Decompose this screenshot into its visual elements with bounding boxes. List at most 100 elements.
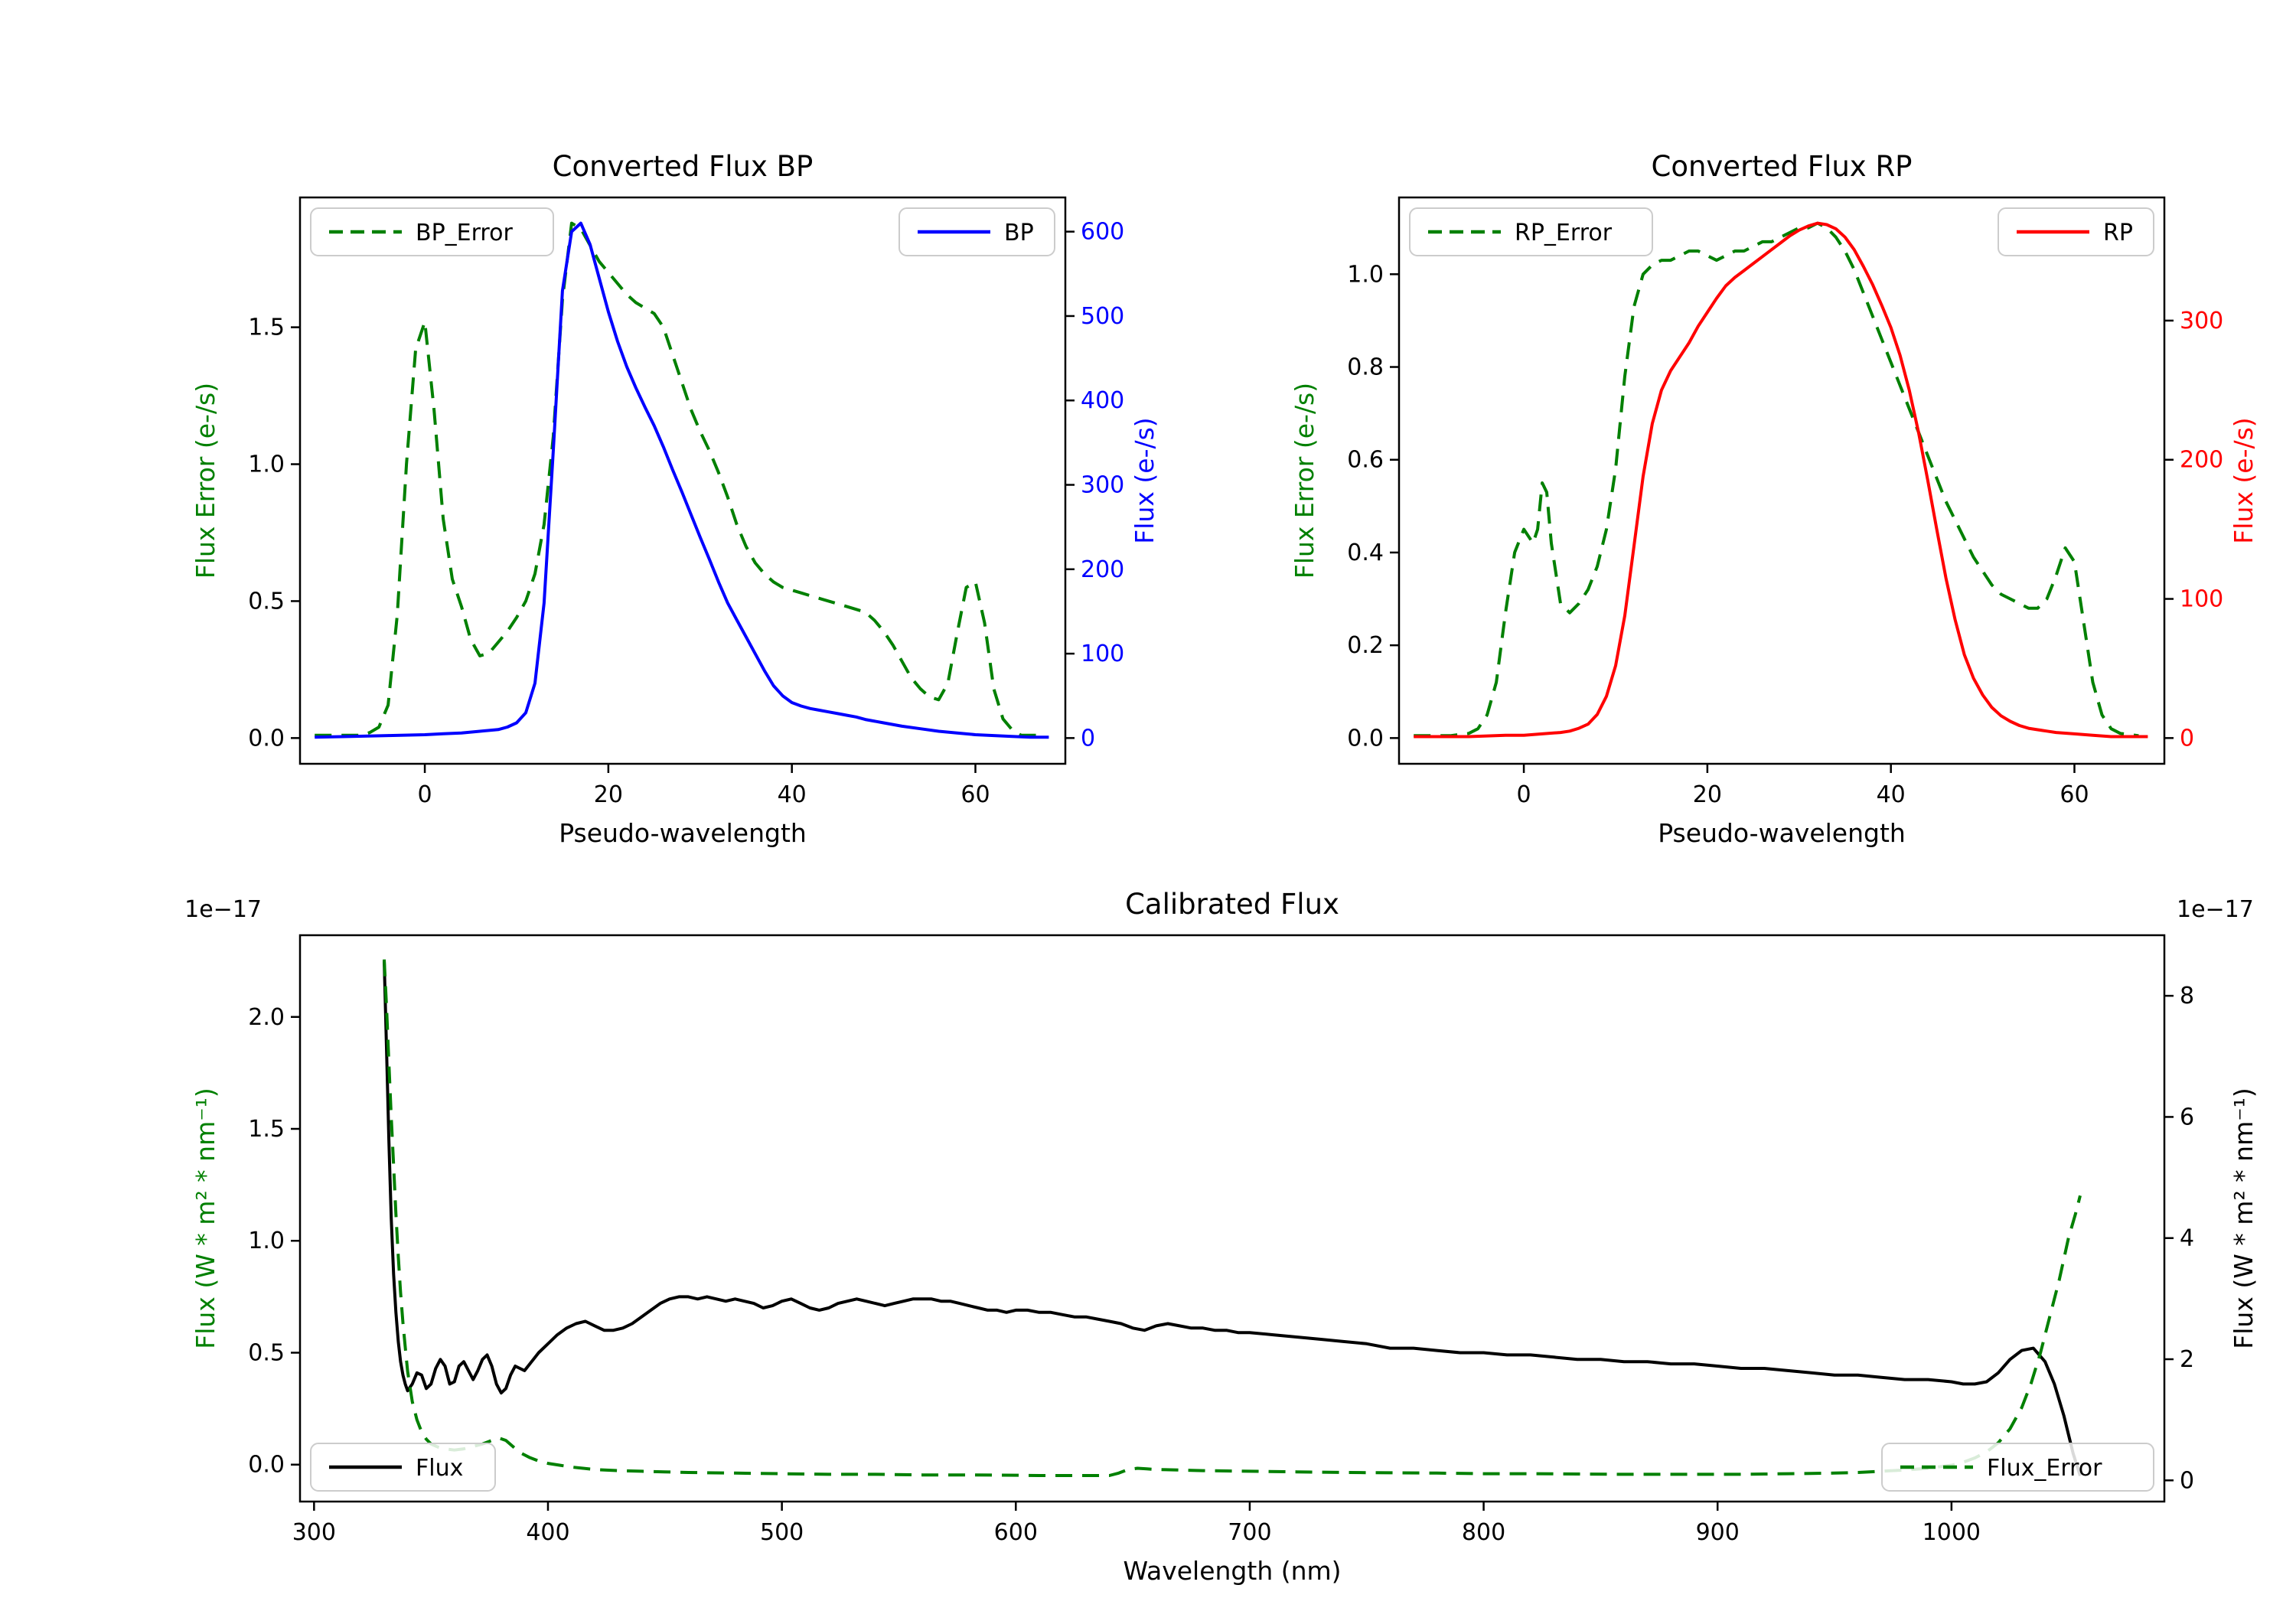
legend-label: RP	[2103, 220, 2133, 246]
y-tick-label: 0.8	[1347, 354, 1384, 381]
rp-series-RP	[1414, 221, 2148, 739]
y-tick-label: 4	[2180, 1225, 2194, 1252]
bp-y-axis-left: 0.0 0.5 1.0 1.5	[248, 315, 300, 752]
x-tick-label: 700	[1228, 1519, 1271, 1546]
x-tick-label: 40	[778, 781, 807, 808]
cal-title: Calibrated Flux	[1125, 888, 1339, 921]
bp-title: Converted Flux BP	[553, 150, 814, 183]
x-tick-label: 60	[2060, 781, 2089, 808]
y-tick-label: 100	[2180, 586, 2223, 613]
legend-label: Flux_Error	[1987, 1455, 2102, 1482]
cal-y-axis-left: 0.0 0.5 1.0 1.5 2.0	[248, 1004, 300, 1479]
bp-legend-BP_Error: BP_Error	[310, 207, 554, 256]
y-tick-label: 0.0	[1347, 725, 1384, 752]
subplot-bp: 0 20 40 60 0.0 0.5 1.0 1.5 0 100 200 300 400 500 600 Co…	[191, 150, 1159, 848]
y-tick-label: 2	[2180, 1346, 2194, 1373]
legend-label: BP_Error	[416, 220, 513, 246]
cal-ylabel-left: Flux (W * m² * nm⁻¹)	[191, 1088, 220, 1349]
y-tick-label: 100	[1081, 641, 1124, 667]
x-tick-label: 500	[760, 1519, 804, 1546]
bp-series-BP	[315, 221, 1049, 739]
rp-ylabel-right: Flux (e-/s)	[2229, 417, 2258, 543]
rp-legend-RP: RP	[1998, 207, 2154, 256]
y-tick-label: 0.6	[1347, 447, 1384, 474]
legend-box	[310, 207, 554, 256]
y-tick-label: 300	[2180, 308, 2223, 334]
y-tick-label: 0.5	[248, 588, 285, 615]
rp-title: Converted Flux RP	[1651, 150, 1912, 183]
bp-ylabel-left: Flux Error (e-/s)	[191, 383, 220, 579]
subplot-rp: 0 20 40 60 0.0 0.2 0.4 0.6 0.8 1.0 0 100 200 300 Conve…	[1290, 150, 2258, 848]
y-tick-label: 1.0	[248, 1228, 285, 1254]
x-tick-label: 40	[1877, 781, 1906, 808]
y-tick-label: 1.0	[1347, 261, 1384, 288]
rp-series-RP_Error	[1414, 221, 2139, 738]
rp-x-axis: 0 20 40 60	[1517, 764, 2089, 808]
bp-xlabel: Pseudo-wavelength	[559, 818, 807, 848]
legend-label: BP	[1004, 220, 1034, 246]
y-tick-label: 500	[1081, 303, 1124, 330]
y-tick-label: 0	[2180, 1467, 2194, 1494]
y-tick-label: 0	[1081, 725, 1095, 752]
rp-spines	[1397, 196, 2166, 765]
y-tick-label: 0.5	[248, 1339, 285, 1366]
cal-offset-right: 1e−17	[2177, 896, 2254, 923]
legend-box	[1409, 207, 1653, 256]
y-tick-label: 600	[1081, 219, 1124, 246]
x-tick-label: 0	[1517, 781, 1531, 808]
subplot-cal: 300 400 500 600 700 800 900 1000 0.0 0.5 1.0 1.5 2.0…	[184, 888, 2258, 1586]
bp-legend-BP: BP	[899, 207, 1055, 256]
y-tick-label: 8	[2180, 983, 2194, 1009]
x-tick-label: 800	[1462, 1519, 1505, 1546]
x-tick-label: 0	[418, 781, 432, 808]
y-tick-label: 400	[1081, 387, 1124, 414]
x-tick-label: 900	[1696, 1519, 1740, 1546]
legend-label: Flux	[416, 1455, 463, 1482]
rp-xlabel: Pseudo-wavelength	[1658, 818, 1906, 848]
legend-label: RP_Error	[1515, 220, 1613, 246]
y-tick-label: 200	[2180, 447, 2223, 474]
cal-legend-Flux: Flux	[310, 1443, 496, 1492]
legend-box	[310, 1443, 496, 1492]
y-tick-label: 1.0	[248, 452, 285, 478]
bp-y-axis-right: 0 100 200 300 400 500 600	[1065, 219, 1124, 752]
y-tick-label: 1.5	[248, 1116, 285, 1143]
y-tick-label: 300	[1081, 472, 1124, 499]
y-tick-label: 200	[1081, 556, 1124, 583]
cal-legend-Flux_Error: Flux_Error	[1881, 1443, 2154, 1492]
cal-offset-left: 1e−17	[184, 896, 262, 923]
cal-x-axis: 300 400 500 600 700 800 900 1000	[292, 1502, 1981, 1546]
y-tick-label: 0.2	[1347, 632, 1384, 659]
y-tick-label: 6	[2180, 1104, 2194, 1130]
cal-series-Flux	[383, 960, 2082, 1476]
x-tick-label: 400	[526, 1519, 569, 1546]
bp-spines	[298, 196, 1067, 765]
cal-series-Flux_Error	[383, 959, 2082, 1477]
x-tick-label: 60	[960, 781, 990, 808]
y-tick-label: 2.0	[248, 1004, 285, 1031]
cal-ylabel-right: Flux (W * m² * nm⁻¹)	[2229, 1088, 2258, 1349]
cal-xlabel: Wavelength (nm)	[1123, 1556, 1341, 1586]
y-tick-label: 0	[2180, 725, 2194, 752]
x-tick-label: 300	[292, 1519, 336, 1546]
rp-ylabel-left: Flux Error (e-/s)	[1290, 383, 1319, 579]
rp-y-axis-left: 0.0 0.2 0.4 0.6 0.8 1.0	[1347, 261, 1399, 752]
y-tick-label: 0.0	[248, 725, 285, 752]
rp-legend-RP_Error: RP_Error	[1409, 207, 1653, 256]
x-tick-label: 20	[594, 781, 623, 808]
x-tick-label: 20	[1693, 781, 1722, 808]
cal-y-axis-right: 0 2 4 6 8	[2164, 983, 2194, 1494]
cal-spines	[298, 934, 2166, 1503]
rp-y-axis-right: 0 100 200 300	[2164, 308, 2223, 752]
bp-x-axis: 0 20 40 60	[418, 764, 990, 808]
x-tick-label: 600	[994, 1519, 1038, 1546]
y-tick-label: 1.5	[248, 315, 285, 341]
x-tick-label: 1000	[1923, 1519, 1981, 1546]
bp-ylabel-right: Flux (e-/s)	[1130, 417, 1159, 543]
legend-box	[1881, 1443, 2154, 1492]
y-tick-label: 0.4	[1347, 540, 1384, 566]
y-tick-label: 0.0	[248, 1452, 285, 1479]
bp-series-BP_Error	[315, 221, 1040, 737]
